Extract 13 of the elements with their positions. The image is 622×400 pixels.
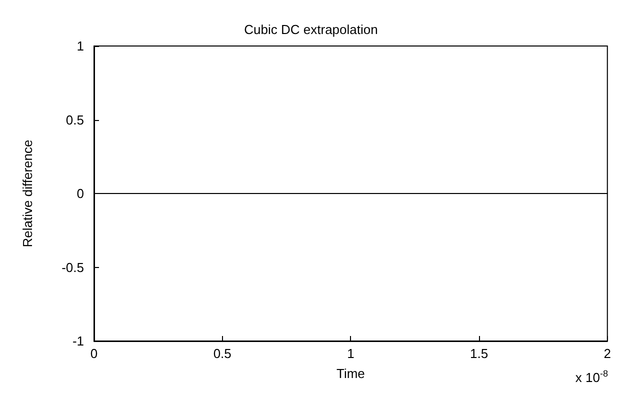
x-tick-label: 2 — [604, 346, 611, 361]
y-tick-label: -0.5 — [62, 260, 84, 275]
y-tick-label: -1 — [72, 334, 84, 348]
y-tick-label: 0 — [76, 186, 84, 201]
y-axis-title: Relative difference — [20, 140, 35, 248]
y-tick-label: 1 — [76, 38, 84, 54]
x-tick-label: 0 — [90, 346, 98, 361]
chart-title: Cubic DC extrapolation — [244, 22, 378, 37]
x-tick-label: 1 — [347, 346, 354, 361]
x-tick-label: 0.5 — [213, 346, 232, 361]
y-tick-label: 0.5 — [66, 112, 84, 128]
x-axis-title: Time — [336, 366, 365, 381]
x-tick-label: 1.5 — [470, 346, 488, 361]
